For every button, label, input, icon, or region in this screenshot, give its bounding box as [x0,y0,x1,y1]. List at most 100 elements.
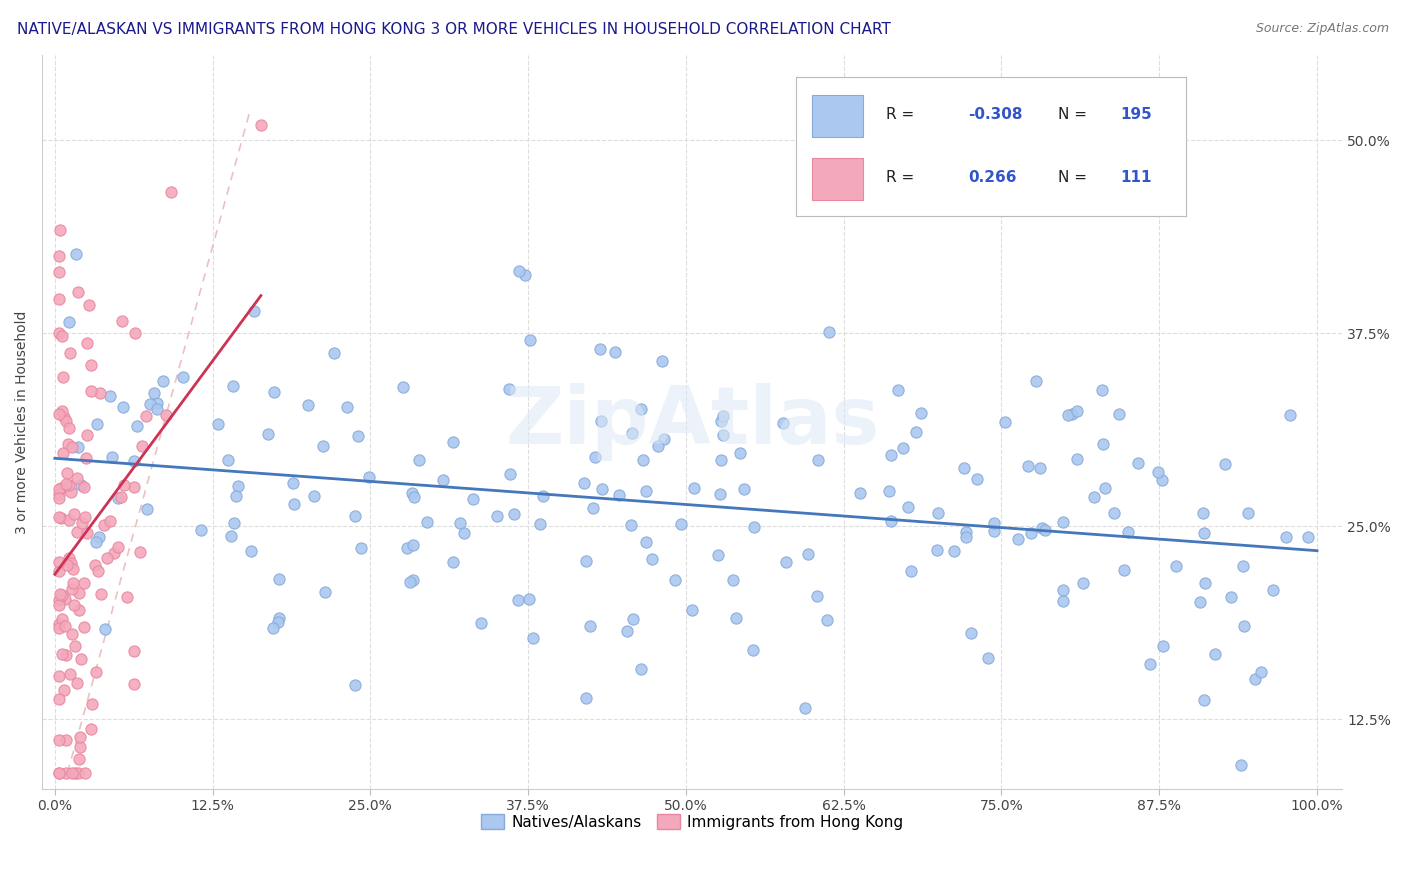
Point [60,626,83,640]
Text: Source: ZipAtlas.com: Source: ZipAtlas.com [1256,22,1389,36]
Point [67,586,90,600]
Point [79,358,101,372]
Point [56,466,79,480]
Point [66,440,89,454]
Point [927,506,949,520]
Point [51,588,73,602]
Point [461,492,484,507]
Point [80,722,103,736]
Point [401,486,423,500]
Point [49,511,72,525]
Point [616,624,638,638]
Point [631,453,654,467]
Point [267,615,290,630]
Point [52,409,75,424]
Point [80,384,103,398]
Point [710,452,733,467]
Point [73,766,96,780]
Point [63,766,86,780]
Point [1220,591,1243,605]
Point [139,397,162,411]
Point [52,446,75,460]
Point [621,611,644,625]
Point [575,690,598,705]
Point [304,489,326,503]
Point [136,501,159,516]
Point [48,292,70,306]
Point [910,406,932,420]
Point [485,508,508,523]
Point [58,421,80,435]
Point [772,416,794,430]
Point [730,446,752,460]
Point [1056,409,1078,423]
Point [1230,758,1253,772]
Point [48,692,70,706]
Point [53,619,76,633]
Point [1021,525,1043,540]
Point [228,479,250,493]
Point [1233,618,1256,632]
Point [89,385,111,400]
Point [1066,404,1088,418]
Y-axis label: 3 or more Vehicles in Household: 3 or more Vehicles in Household [15,310,30,533]
Point [70,516,93,531]
Point [76,525,98,540]
Point [124,644,146,658]
Point [1094,481,1116,495]
Point [55,476,77,491]
Point [589,343,612,357]
Point [63,598,86,612]
Point [1263,583,1285,598]
Point [513,268,536,283]
Point [741,643,763,657]
Point [69,477,91,491]
Point [1033,523,1056,537]
Point [395,541,418,555]
Point [955,524,977,539]
Point [1296,529,1319,543]
Point [98,389,121,403]
Point [312,439,335,453]
Point [359,469,381,483]
Point [48,733,70,747]
Point [441,434,464,449]
Point [62,508,84,522]
Point [90,587,112,601]
Point [416,516,439,530]
Point [58,436,80,450]
Point [1017,459,1039,474]
Point [58,550,80,565]
Point [849,486,872,500]
Point [112,401,135,415]
Point [733,483,755,497]
Point [402,490,425,504]
Point [960,626,983,640]
Point [927,542,949,557]
Point [591,414,613,428]
Point [51,647,73,661]
Point [48,593,70,607]
Point [58,667,80,681]
Point [323,345,346,359]
Point [73,480,96,494]
Point [48,564,70,578]
Point [60,484,83,499]
Point [48,408,70,422]
Point [82,697,104,711]
Point [225,489,247,503]
Point [70,652,93,666]
Point [952,460,974,475]
Point [1025,374,1047,388]
Point [880,448,903,462]
Point [887,383,910,397]
Point [250,118,273,132]
Point [67,603,90,617]
Point [48,587,70,601]
Point [711,428,734,442]
Point [65,247,87,261]
Point [222,378,245,392]
Point [207,417,229,432]
Point [709,487,731,501]
Point [58,315,80,329]
